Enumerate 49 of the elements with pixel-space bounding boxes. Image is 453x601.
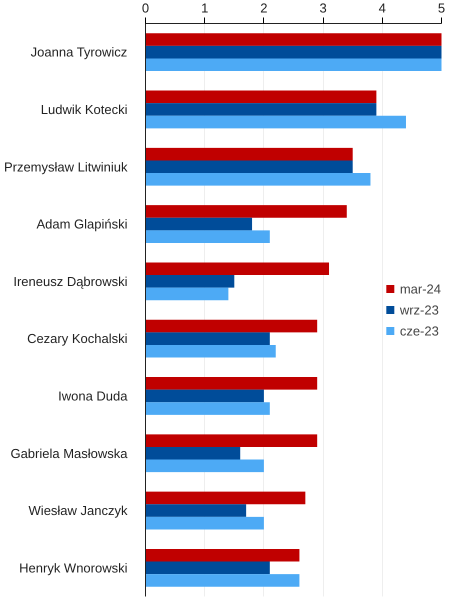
y-tick-label: Wiesław Janczyk: [28, 503, 128, 518]
bar: [146, 58, 442, 72]
legend-label: cze-23: [400, 323, 439, 338]
x-tick-label: 4: [378, 0, 386, 16]
x-tick-label: 3: [319, 0, 327, 16]
bar: [146, 90, 376, 104]
bar: [146, 390, 264, 402]
bar: [146, 460, 264, 472]
bar: [146, 275, 234, 288]
bar: [146, 116, 406, 128]
bar: [146, 103, 376, 116]
bar: [146, 377, 318, 390]
x-tick-label: 5: [438, 0, 446, 16]
y-tick-label: Henryk Wnorowski: [19, 560, 128, 576]
bar: [146, 402, 270, 415]
bar: [146, 562, 270, 574]
bar: [146, 160, 353, 174]
bar: [146, 344, 276, 358]
bar: [146, 205, 347, 218]
x-tick-label: 2: [260, 0, 268, 16]
bar: [146, 548, 300, 562]
y-tick-label: Iwona Duda: [58, 388, 128, 404]
bar: [146, 446, 240, 460]
bar: [146, 492, 306, 504]
bar: [146, 332, 270, 345]
bar: [146, 574, 300, 587]
y-tick-label: Adam Glapiński: [36, 216, 128, 232]
y-tick-label: Ludwik Kotecki: [40, 102, 128, 117]
bar: [146, 173, 370, 186]
bar: [146, 288, 228, 300]
y-tick-label: Joanna Tyrowicz: [30, 44, 128, 60]
bar: [146, 148, 353, 160]
bar: [146, 46, 442, 58]
x-tick-label: 0: [142, 0, 150, 16]
bar: [146, 230, 270, 243]
legend-label: mar-24: [400, 281, 441, 296]
bar: [146, 516, 264, 530]
bar: [146, 33, 442, 46]
bar: [146, 262, 330, 276]
y-tick-label: Przemysław Litwiniuk: [4, 159, 128, 174]
bar: [146, 434, 318, 447]
y-tick-label: Gabriela Masłowska: [10, 446, 128, 461]
x-tick-label: 1: [201, 0, 208, 16]
y-tick-label: Cezary Kochalski: [27, 331, 128, 346]
bar: [146, 320, 318, 332]
legend-label: wrz-23: [400, 302, 439, 317]
bar: [146, 504, 246, 517]
y-tick-label: Ireneusz Dąbrowski: [13, 274, 128, 289]
bar: [146, 218, 252, 230]
